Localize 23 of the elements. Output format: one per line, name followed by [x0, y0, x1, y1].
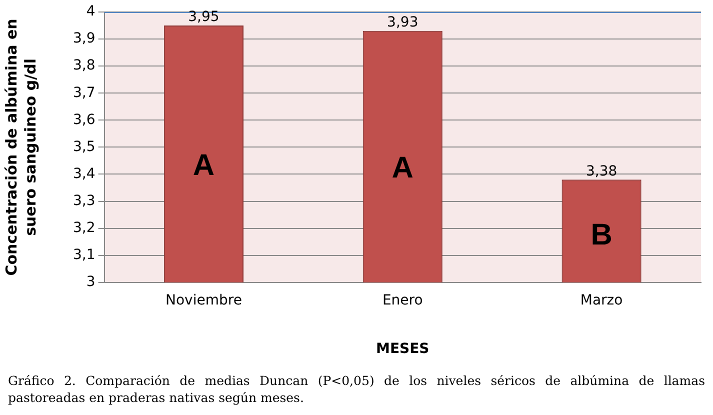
x-tick-label: Marzo	[580, 292, 623, 308]
y-tick-label: 3,8	[73, 58, 96, 74]
data-label: 3,38	[586, 163, 618, 180]
x-tick-label: Noviembre	[166, 292, 242, 308]
y-tick-label: 3,2	[73, 220, 96, 236]
annotation: A	[392, 152, 414, 185]
y-axis-title: Concentración de albúmina en suero sanguineo g/dl	[2, 18, 40, 276]
y-tick-label: 3,7	[73, 84, 96, 101]
annotation: B	[590, 218, 612, 252]
y-tick-label: 3,3	[73, 192, 96, 209]
x-tick-label: Enero	[382, 292, 423, 308]
data-label: 3,93	[387, 14, 418, 31]
annotation: A	[192, 149, 215, 182]
y-tick-label: 3,4	[73, 166, 96, 182]
y-tick-label: 4	[86, 4, 96, 20]
data-label: 3,95	[188, 9, 220, 26]
y-tick-label: 3,1	[73, 247, 96, 263]
y-tick-label: 3,9	[73, 30, 96, 47]
y-tick-label: 3,5	[73, 138, 96, 155]
y-tick-label: 3	[86, 274, 96, 290]
text: Gráfico 2. Comparación de medias Duncan (P<0,05) de los niveles séricos de albúmina de llamas pastoreadas en praderas nativas según meses.	[8, 372, 705, 406]
x-axis-title: MESES	[376, 341, 430, 358]
y-tick-label: 3,6	[73, 112, 96, 128]
